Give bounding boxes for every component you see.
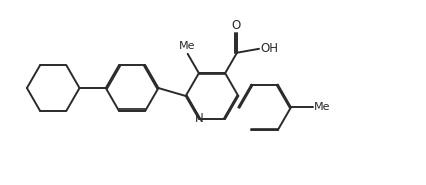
Text: OH: OH <box>260 42 278 55</box>
Text: O: O <box>231 19 241 32</box>
Text: Me: Me <box>178 41 195 51</box>
Text: N: N <box>195 112 203 125</box>
Text: Me: Me <box>314 102 331 112</box>
